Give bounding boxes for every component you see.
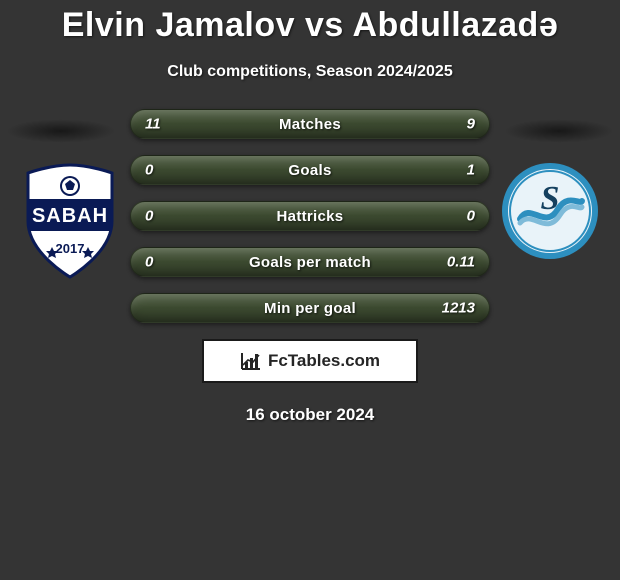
stat-label: Goals (288, 162, 331, 179)
brand-text: FcTables.com (268, 351, 380, 371)
stat-row: 0 Hattricks 0 (130, 201, 490, 231)
stat-right-value: 1213 (442, 300, 475, 317)
left-club-year: 2017 (56, 241, 85, 256)
stat-left-value: 0 (145, 254, 153, 271)
stat-label: Matches (279, 116, 341, 133)
stat-row: Min per goal 1213 (130, 293, 490, 323)
subtitle: Club competitions, Season 2024/2025 (0, 63, 620, 81)
stat-right-value: 9 (467, 116, 475, 133)
stat-row: 0 Goals per match 0.11 (130, 247, 490, 277)
left-club-logo: SABAH 2017 (20, 161, 120, 281)
stat-label: Hattricks (277, 208, 344, 225)
stat-label: Goals per match (249, 254, 371, 271)
stat-left-value: 11 (145, 116, 161, 133)
stat-rows: 11 Matches 9 0 Goals 1 0 Hattricks 0 0 G… (130, 109, 490, 323)
stat-row: 0 Goals 1 (130, 155, 490, 185)
left-club-name: SABAH (32, 205, 108, 227)
stats-area: SABAH 2017 S 11 (0, 109, 620, 425)
brand-box: FcTables.com (202, 339, 418, 383)
stat-left-value: 0 (145, 162, 153, 179)
stat-label: Min per goal (264, 300, 356, 317)
stat-left-value: 0 (145, 208, 153, 225)
left-logo-shadow (6, 119, 116, 143)
page-title: Elvin Jamalov vs Abdullazadə (0, 0, 620, 45)
stat-right-value: 0.11 (447, 254, 475, 271)
right-club-monogram: S (541, 180, 560, 217)
stat-right-value: 1 (467, 162, 475, 179)
date: 16 october 2024 (0, 405, 620, 425)
right-club-logo: S (500, 161, 600, 261)
right-logo-shadow (504, 119, 614, 143)
chart-icon (240, 351, 262, 371)
stat-right-value: 0 (467, 208, 475, 225)
stat-row: 11 Matches 9 (130, 109, 490, 139)
